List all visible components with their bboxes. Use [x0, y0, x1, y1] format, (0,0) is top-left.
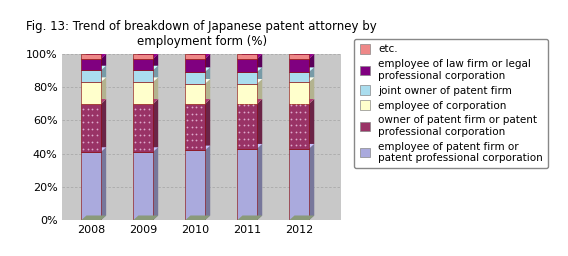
Polygon shape — [185, 99, 210, 104]
Polygon shape — [205, 99, 210, 150]
Title: Fig. 13: Trend of breakdown of Japanese patent attorney by
employment form (%): Fig. 13: Trend of breakdown of Japanese … — [26, 20, 377, 48]
Polygon shape — [81, 49, 106, 54]
Bar — [133, 152, 153, 220]
Polygon shape — [133, 99, 158, 104]
Polygon shape — [81, 99, 106, 104]
Polygon shape — [237, 216, 262, 220]
Polygon shape — [153, 54, 158, 70]
Polygon shape — [309, 77, 314, 104]
Polygon shape — [133, 147, 158, 152]
Legend: etc., employee of law firm or legal
professional corporation, joint owner of pat: etc., employee of law firm or legal prof… — [354, 39, 548, 168]
Polygon shape — [185, 79, 210, 84]
Bar — [133, 104, 153, 152]
Bar — [185, 72, 205, 84]
Polygon shape — [101, 66, 106, 82]
Polygon shape — [257, 49, 262, 59]
Polygon shape — [205, 49, 210, 59]
Polygon shape — [81, 77, 106, 82]
Bar — [185, 59, 205, 72]
Bar — [289, 72, 309, 82]
Polygon shape — [81, 216, 106, 220]
Bar — [237, 54, 257, 59]
Bar — [81, 104, 101, 152]
Polygon shape — [237, 144, 262, 148]
Polygon shape — [185, 49, 210, 54]
Polygon shape — [237, 99, 262, 104]
Polygon shape — [101, 77, 106, 104]
Polygon shape — [289, 77, 314, 82]
Polygon shape — [185, 146, 210, 150]
Polygon shape — [81, 66, 106, 70]
Polygon shape — [185, 67, 210, 72]
Polygon shape — [237, 79, 262, 84]
Bar — [289, 54, 309, 59]
Polygon shape — [153, 66, 158, 82]
Polygon shape — [257, 99, 262, 148]
Bar — [289, 82, 309, 104]
Bar — [133, 82, 153, 104]
Polygon shape — [257, 54, 262, 72]
Polygon shape — [153, 49, 158, 59]
Bar — [289, 59, 309, 72]
Bar — [81, 82, 101, 104]
Polygon shape — [185, 216, 210, 220]
Polygon shape — [237, 54, 262, 59]
Polygon shape — [101, 49, 106, 59]
Polygon shape — [81, 54, 106, 59]
Bar — [81, 152, 101, 220]
Polygon shape — [309, 54, 314, 72]
Bar — [133, 54, 153, 59]
Bar — [133, 59, 153, 70]
Polygon shape — [153, 99, 158, 152]
Polygon shape — [309, 99, 314, 148]
Polygon shape — [257, 144, 262, 220]
Bar — [237, 104, 257, 148]
Polygon shape — [153, 77, 158, 104]
Polygon shape — [101, 99, 106, 152]
Polygon shape — [237, 67, 262, 72]
Polygon shape — [309, 67, 314, 82]
Polygon shape — [289, 49, 314, 54]
Polygon shape — [309, 144, 314, 220]
Bar — [237, 148, 257, 220]
Polygon shape — [153, 147, 158, 220]
Polygon shape — [205, 79, 210, 104]
Bar — [185, 150, 205, 220]
Polygon shape — [133, 77, 158, 82]
Polygon shape — [133, 66, 158, 70]
Polygon shape — [257, 79, 262, 104]
Polygon shape — [289, 99, 314, 104]
Bar — [289, 148, 309, 220]
Polygon shape — [237, 49, 262, 54]
Polygon shape — [133, 54, 158, 59]
Bar — [289, 104, 309, 148]
Bar — [185, 104, 205, 150]
Polygon shape — [289, 144, 314, 148]
Polygon shape — [289, 216, 314, 220]
Polygon shape — [257, 67, 262, 84]
Bar — [237, 84, 257, 104]
Polygon shape — [205, 67, 210, 84]
Bar — [185, 84, 205, 104]
Bar — [237, 72, 257, 84]
Polygon shape — [81, 147, 106, 152]
Bar — [185, 54, 205, 59]
Bar — [133, 70, 153, 82]
Polygon shape — [205, 54, 210, 72]
Polygon shape — [205, 146, 210, 220]
Bar — [81, 54, 101, 59]
Polygon shape — [101, 147, 106, 220]
Polygon shape — [185, 54, 210, 59]
Polygon shape — [133, 216, 158, 220]
Bar — [81, 70, 101, 82]
Polygon shape — [101, 54, 106, 70]
Polygon shape — [309, 49, 314, 59]
Polygon shape — [289, 67, 314, 72]
Bar — [81, 59, 101, 70]
Polygon shape — [133, 49, 158, 54]
Polygon shape — [289, 54, 314, 59]
Bar — [237, 59, 257, 72]
